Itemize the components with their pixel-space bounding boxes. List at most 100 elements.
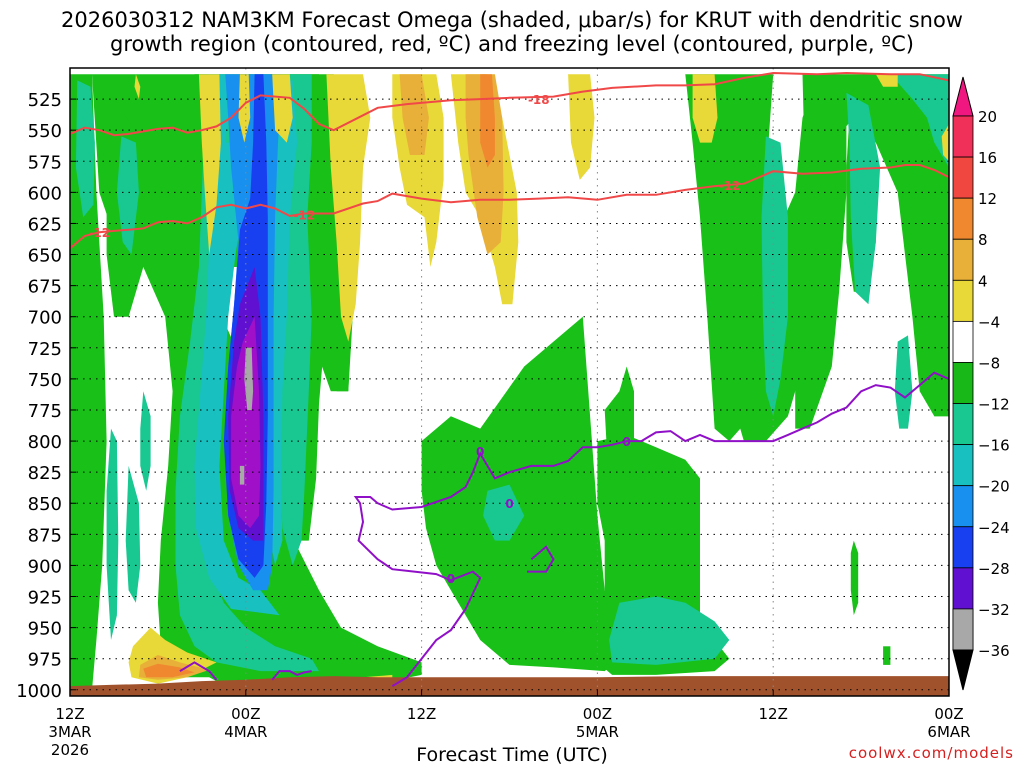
teal-region-top-left [75,80,95,218]
green-region-far-east [795,74,847,429]
yellow-region-right-edge [941,124,949,162]
credit-text: coolwx.com/models [848,744,1014,762]
x-tick-label-1-1: 4MAR [224,723,267,741]
teal-region-left-low [106,428,119,640]
colorbar-swatch-7 [952,403,974,446]
y-tick-label-950: 950 [28,619,62,640]
y-tick-label-900: 900 [28,556,62,577]
y-tick-label-1000: 1000 [16,681,62,702]
y-tick-label-700: 700 [28,308,62,329]
gray-region-speck [239,465,245,485]
y-tick-label-600: 600 [28,183,62,204]
yellow-region-top-right [875,74,898,87]
x-tick-label-0-0: 12Z [55,705,84,723]
y-tick-label-575: 575 [28,152,62,173]
teal-region-left [116,136,139,255]
teal-region-left-blob [140,391,151,491]
yellow-region-upper-east [692,74,718,143]
cyan-region-core [194,142,280,616]
colorbar-label-9: −20 [978,478,1010,496]
colorbar-swatch-2 [952,197,974,240]
colorbar-swatch-8 [952,444,974,487]
colorbar-swatch-11 [952,567,974,610]
plot-frame [69,67,950,697]
colorbar-label-3: 8 [978,231,988,249]
green-region-edge [70,74,107,690]
dendritic-label-2: -18 [528,93,550,107]
teal-region-east-low [894,335,913,429]
freezing-label-3: 0 [505,497,513,511]
x-tick-label-0-1: 3MAR [48,723,91,741]
colorbar-bottom-arrow [952,649,974,691]
freezing-label-0: 0 [476,445,484,459]
colorbar-swatch-6 [952,362,974,404]
freezing-contour-0 [179,661,218,681]
temperature-contours: -12 -12 -18 -12 0 0 0 0 [70,71,949,687]
dendritic-label-3: -12 [718,179,740,193]
y-tick-label-850: 850 [28,494,62,515]
y-tick-label-625: 625 [28,214,62,235]
colorbar-swatch-3 [952,238,974,281]
orange-region-low [143,663,195,678]
yellow-region-left [198,74,221,255]
chart-title-line2: growth region (contoured, red, ºC) and f… [110,32,914,56]
freezing-label-2: 0 [623,435,631,449]
dendritic-contour-1 [70,164,949,250]
x-tick-label-0-2: 2026 [51,741,89,759]
x-axis-label: Forecast Time (UTC) [416,744,608,766]
teal-region-far-east [846,92,881,305]
x-tick-label-5-0: 00Z [934,705,963,723]
green-region-speck [883,646,891,665]
freezing-contour-3 [527,545,555,573]
y-tick-label-725: 725 [28,339,62,360]
colorbar-label-8: −16 [978,437,1010,455]
y-axis: 525 550 575 600 625 650 675 700 725 750 775 800 825 8… [16,90,76,702]
y-tick-label-825: 825 [28,463,62,484]
freezing-contour-2 [353,371,949,687]
y-tick-label-925: 925 [28,588,62,609]
freezing-contour-1 [271,670,312,681]
y-tick-label-675: 675 [28,277,62,298]
colorbar-swatch-5 [952,320,974,363]
y-tick-label-550: 550 [28,121,62,142]
y-tick-label-775: 775 [28,401,62,422]
teal-region-south-east [609,596,730,665]
colorbar-swatch-1 [952,156,974,199]
yellow-region-top [238,74,251,143]
x-tick-label-5-1: 6MAR [927,723,970,741]
colorbar-label-4: 4 [978,272,988,290]
x-tick-label-1-0: 00Z [231,705,260,723]
dendritic-contour-0 [70,71,949,137]
freezing-label-1: 0 [447,572,455,586]
colorbar-label-1: 16 [978,149,997,167]
colorbar-label-5: −4 [978,313,1000,331]
colorbar-swatch-0 [952,115,974,158]
plot-area: -12 -12 -18 -12 0 0 0 0 [70,68,949,696]
colorbar-label-7: −12 [978,396,1010,414]
colorbar-label-6: −8 [978,354,1000,372]
dendritic-label-0: -12 [294,209,316,223]
colorbar-top-arrow [952,76,974,117]
colorbar-swatch-9 [952,485,974,528]
y-tick-label-750: 750 [28,370,62,391]
yellow-region-top2 [272,74,293,143]
colorbar-label-13: −36 [978,642,1010,660]
y-tick-label-975: 975 [28,650,62,671]
green-region-right-edge [919,304,949,417]
x-tick-label-3-1: 5MAR [576,723,619,741]
colorbar-label-2: 12 [978,190,997,208]
green-region-blip [850,540,859,616]
purple-region-core [231,316,261,529]
x-tick-label-3-0: 00Z [583,705,612,723]
colorbar-label-10: −24 [978,519,1010,537]
colorbar: 20 16 12 8 4 −4 −8 −12 −16 −20 −24 −28 −32 −36 [952,76,1010,691]
colorbar-label-12: −32 [978,601,1010,619]
teal-region-left-low2 [125,465,141,603]
teal-region-mid-blob [483,484,525,541]
y-tick-label-875: 875 [28,525,62,546]
colorbar-swatch-gray [952,608,974,651]
y-tick-label-525: 525 [28,90,62,111]
colorbar-label-0: 20 [978,108,997,126]
